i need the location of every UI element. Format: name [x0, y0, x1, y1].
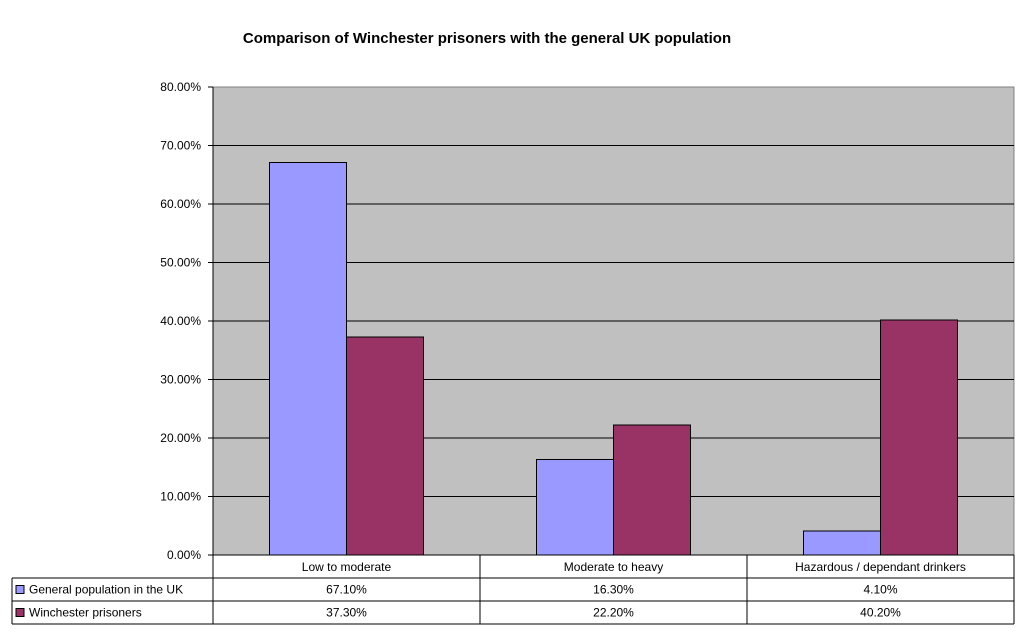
legend-label: Winchester prisoners	[29, 606, 142, 620]
chart-title: Comparison of Winchester prisoners with …	[243, 30, 731, 47]
y-tick-label: 10.00%	[160, 490, 201, 504]
data-table-cell: 40.20%	[860, 606, 901, 620]
y-axis: 0.00% 10.00% 20.00% 30.00% 40.00% 50.00% 60.00…	[160, 80, 214, 562]
data-table-cell: 16.30%	[593, 583, 634, 597]
y-tick-label: 80.00%	[160, 80, 201, 94]
y-tick-label: 0.00%	[167, 548, 201, 562]
bars	[269, 161, 958, 556]
legend-swatch	[15, 608, 25, 617]
legend-swatch	[15, 585, 25, 594]
bar	[880, 319, 958, 556]
data-table-cell: 22.20%	[593, 606, 634, 620]
y-tick-label: 40.00%	[160, 314, 201, 328]
bar	[613, 424, 691, 556]
bar	[346, 336, 424, 556]
category-label: Hazardous / dependant drinkers	[795, 560, 966, 574]
category-label: Moderate to heavy	[564, 560, 663, 574]
y-tick-label: 50.00%	[160, 256, 201, 270]
legend-label: General population in the UK	[29, 583, 183, 597]
data-table-cell: 67.10%	[326, 583, 367, 597]
bar	[536, 459, 614, 556]
category-label: Low to moderate	[302, 560, 392, 574]
data-table-cell: 4.10%	[863, 583, 897, 597]
bar	[803, 530, 881, 556]
y-tick-label: 70.00%	[160, 139, 201, 153]
y-tick-label: 20.00%	[160, 431, 201, 445]
bar	[269, 161, 347, 556]
data-table-cell: 37.30%	[326, 606, 367, 620]
y-tick-label: 60.00%	[160, 197, 201, 211]
y-tick-label: 30.00%	[160, 373, 201, 387]
data-table: Low to moderate Moderate to heavy Hazardou…	[11, 554, 1015, 625]
